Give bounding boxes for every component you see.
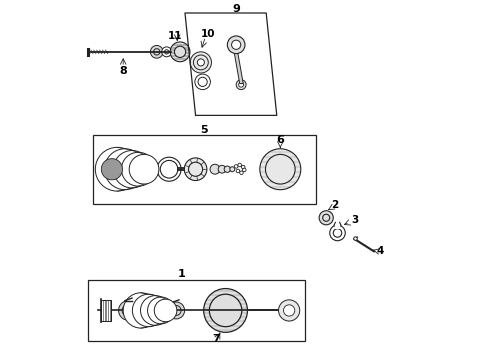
Circle shape [239,82,244,87]
Bar [101,300,111,321]
Bar [335,225,341,229]
Circle shape [122,304,135,317]
Circle shape [141,296,170,325]
Bar [93,135,316,204]
Circle shape [218,165,226,173]
Circle shape [153,49,160,55]
Text: 1: 1 [177,269,185,279]
Circle shape [236,169,240,173]
Circle shape [323,214,330,221]
Circle shape [230,167,235,172]
Circle shape [157,157,181,181]
Circle shape [224,166,230,172]
Circle shape [162,47,172,57]
Circle shape [150,45,163,58]
Circle shape [274,163,287,176]
Circle shape [190,52,212,73]
Circle shape [122,152,155,186]
Circle shape [209,294,242,327]
Circle shape [119,301,138,320]
Text: 7: 7 [212,334,220,345]
Circle shape [123,293,158,328]
Circle shape [165,50,169,54]
Polygon shape [234,54,243,84]
Circle shape [113,150,151,188]
Circle shape [330,225,345,241]
Circle shape [266,154,295,184]
Circle shape [154,299,177,322]
Text: 3: 3 [351,215,358,225]
Circle shape [168,302,185,319]
Circle shape [236,80,246,90]
Circle shape [197,59,204,66]
Circle shape [198,77,207,86]
Circle shape [189,162,203,176]
Circle shape [240,171,243,175]
Circle shape [354,237,357,240]
Circle shape [171,306,181,315]
Circle shape [132,294,165,327]
Circle shape [170,42,190,62]
Circle shape [269,157,293,181]
Circle shape [243,168,246,172]
Circle shape [204,289,247,332]
Circle shape [160,161,178,178]
Circle shape [218,303,233,318]
Text: 10: 10 [201,29,216,39]
Circle shape [104,149,146,190]
Circle shape [184,158,207,180]
Circle shape [96,153,128,185]
Circle shape [234,165,238,168]
Text: 8: 8 [120,66,127,76]
Circle shape [222,307,229,314]
Circle shape [174,46,186,58]
Circle shape [260,149,301,190]
Text: 6: 6 [276,135,284,145]
Circle shape [129,154,159,184]
Text: 2: 2 [331,200,339,210]
Circle shape [195,74,210,90]
Circle shape [194,55,208,70]
Circle shape [238,163,242,167]
Circle shape [277,166,283,172]
Circle shape [278,300,300,321]
Circle shape [227,36,245,54]
Circle shape [242,165,245,169]
Circle shape [210,164,220,174]
Circle shape [195,56,207,69]
Circle shape [212,297,239,324]
Text: 9: 9 [232,4,240,14]
Bar [88,280,305,341]
Circle shape [319,211,333,225]
Text: 4: 4 [376,246,384,256]
Circle shape [96,147,139,191]
Text: 11: 11 [168,31,182,41]
Circle shape [101,159,122,180]
Text: 5: 5 [200,125,208,135]
Circle shape [333,229,342,237]
Circle shape [147,297,174,324]
Circle shape [232,40,241,49]
Circle shape [284,305,295,316]
